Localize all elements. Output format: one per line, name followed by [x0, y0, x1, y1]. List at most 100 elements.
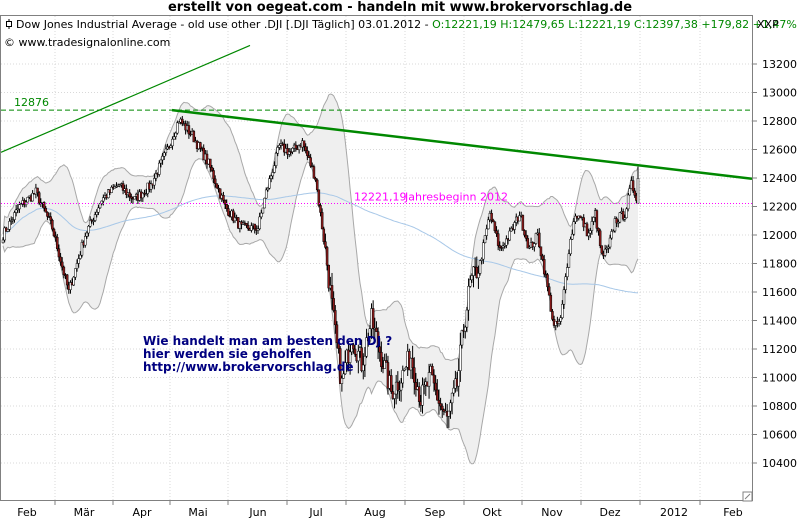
candle [496, 229, 500, 251]
candle [547, 283, 551, 296]
candle [551, 309, 554, 322]
candle [92, 217, 95, 226]
candle [566, 263, 569, 281]
x-tick-layer: Feb Mär Apr Mai Jun Jul Aug Sep Okt Nov Dez 2012 Feb [17, 500, 743, 519]
candle [521, 214, 525, 231]
axis-title: XXP [757, 18, 779, 31]
candle [470, 273, 474, 283]
candle [210, 164, 214, 172]
candle [125, 184, 128, 199]
y-tick-label: 11200 [762, 343, 797, 356]
y-tick-label: 11800 [762, 258, 797, 271]
candle [549, 292, 553, 312]
candle [62, 265, 66, 279]
candle [223, 199, 227, 210]
candle [213, 175, 217, 188]
candle-legend-icon [6, 19, 12, 29]
candle [559, 315, 562, 325]
candle [3, 226, 6, 243]
candle [164, 144, 168, 156]
candle [42, 201, 46, 212]
x-tick-label: Mai [188, 506, 207, 519]
candle [16, 204, 20, 214]
candle [561, 300, 564, 320]
candle [88, 216, 92, 228]
candle [273, 161, 276, 174]
candle [523, 229, 526, 238]
candle [340, 375, 344, 392]
x-tick-label: Feb [723, 506, 742, 519]
candle [245, 223, 248, 228]
candle [380, 341, 383, 372]
candle [212, 167, 215, 184]
y-tick-label: 10600 [762, 429, 797, 442]
candle [589, 227, 592, 238]
candle [427, 363, 431, 399]
candle [181, 115, 184, 127]
candle [597, 227, 600, 236]
candle [524, 230, 528, 242]
candle [128, 189, 131, 202]
candle [322, 226, 326, 245]
resize-handle[interactable] [742, 491, 753, 502]
candle [302, 140, 306, 152]
candle [464, 325, 467, 339]
candle [421, 377, 424, 414]
candle [459, 332, 462, 382]
candle [325, 245, 329, 271]
candle [52, 227, 56, 238]
candle [253, 223, 256, 234]
candle [158, 160, 161, 177]
promo-line-1: Wie handelt man am besten den DJ ? [143, 334, 392, 348]
candle [8, 218, 11, 232]
copyright-text: © www.tradesignalonline.com [4, 36, 170, 49]
candle [457, 358, 460, 397]
candle [538, 228, 541, 249]
candle [485, 224, 488, 240]
candle [610, 228, 613, 240]
candle [557, 318, 561, 327]
candle [371, 300, 375, 338]
candle [335, 321, 339, 349]
candle [625, 207, 628, 219]
candle [570, 229, 574, 241]
x-tick-label: Dez [599, 506, 620, 519]
candle [562, 286, 566, 309]
grid-layer [1, 16, 752, 500]
candle [626, 192, 630, 212]
candle [505, 235, 508, 249]
candle [57, 244, 61, 262]
candle [440, 403, 444, 418]
x-tick-label: Jun [248, 506, 266, 519]
moving-average-line [2, 192, 639, 294]
candle [121, 180, 125, 195]
candle [59, 252, 62, 266]
candle [628, 184, 632, 196]
candle [276, 145, 279, 157]
candle [97, 204, 100, 216]
candle [432, 369, 436, 392]
candle [306, 146, 309, 161]
candle [261, 207, 265, 214]
candle [542, 254, 546, 278]
candle [528, 245, 531, 250]
candle [327, 264, 330, 292]
candle [260, 209, 263, 220]
candle [80, 239, 84, 258]
y-tick-label: 11400 [762, 315, 797, 328]
candle [46, 211, 49, 221]
candle [268, 175, 271, 190]
candle [491, 218, 495, 223]
candle [95, 209, 99, 218]
candle [1, 237, 5, 244]
candle [592, 216, 595, 226]
candle [449, 399, 452, 419]
y-tick-label: 12800 [762, 115, 797, 128]
y-tick-label: 13200 [762, 58, 797, 71]
candle [352, 342, 355, 354]
candle [79, 251, 82, 260]
candle [19, 202, 23, 205]
candle [154, 170, 158, 182]
promo-link[interactable]: http://www.brokervorschlag.de [143, 360, 354, 374]
candle [442, 408, 446, 416]
